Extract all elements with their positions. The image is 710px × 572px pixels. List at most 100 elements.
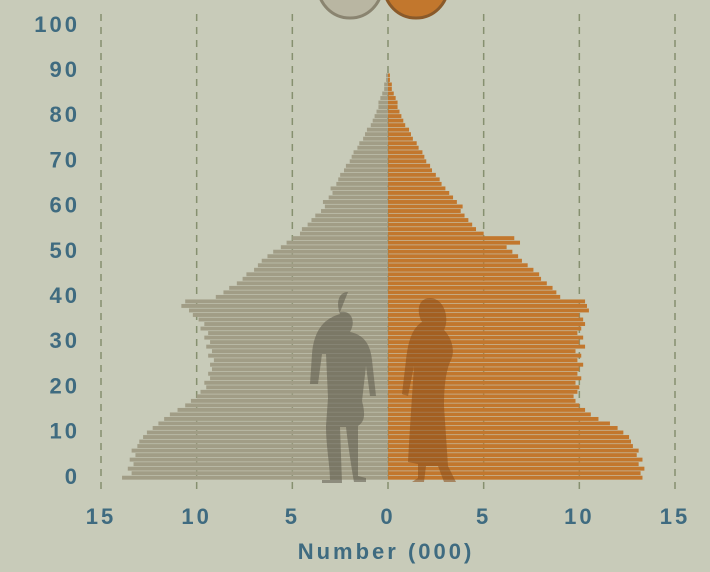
male-bar [134,462,388,466]
y-tick-label: 80 [50,102,80,127]
male-bar [243,277,388,281]
male-bar [321,209,388,213]
female-bar [388,286,553,290]
male-bar [384,87,388,91]
male-bar [367,128,388,132]
male-bar [380,96,388,100]
female-bar [388,223,472,227]
female-bar [388,467,644,471]
female-bar [388,313,579,317]
male-bar [128,467,388,471]
female-bar [388,227,476,231]
male-bar [340,173,388,177]
male-bar [365,132,388,136]
female-bar [388,186,445,190]
male-bar [311,218,388,222]
male-bar [262,259,388,263]
y-tick-label: 60 [50,193,80,218]
female-bar [388,476,642,480]
y-tick-label: 0 [65,464,80,489]
male-bar [386,78,388,82]
female-bar [388,173,436,177]
male-bar [189,309,388,313]
female-bar [388,128,409,132]
female-bar [388,119,403,123]
female-bar [388,200,457,204]
female-bar [388,123,405,127]
y-tick-label: 40 [50,283,80,308]
y-tick-label: 90 [50,57,80,82]
male-bar [181,304,388,308]
female-bar [388,281,547,285]
female-bar [388,236,514,240]
male-bar [130,458,388,462]
male-bar [386,73,388,77]
female-bar [388,110,399,114]
male-bar [344,168,388,172]
female-bar [388,155,424,159]
female-bar [388,254,518,258]
male-bar [329,196,388,200]
female-bar [388,471,641,475]
x-tick-label: 10 [564,504,594,529]
y-tick-label: 10 [50,419,80,444]
male-bar [281,245,388,249]
female-bar [388,245,507,249]
male-bar [315,214,388,218]
y-tick-label: 50 [50,238,80,263]
female-bar [388,73,390,77]
female-bar [388,209,461,213]
male-bar [325,205,388,209]
male-bar [371,123,388,127]
female-bar [388,268,533,272]
male-bar [273,250,388,254]
male-bar [354,150,388,154]
y-tick-label: 30 [50,328,80,353]
male-bar [208,331,388,335]
male-bar [375,114,388,118]
female-bar [388,159,426,163]
male-bar [122,476,388,480]
male-bar [352,155,388,159]
male-bar [229,286,388,290]
male-bar [384,83,388,87]
female-bar [388,168,432,172]
female-bar [388,150,422,154]
male-bar [267,254,388,258]
y-tick-label: 70 [50,147,80,172]
x-tick-label: 0 [380,504,395,529]
female-bar [388,141,417,145]
female-bar [388,101,398,105]
male-bar [350,159,388,163]
female-bar [388,205,463,209]
x-tick-label: 15 [660,504,690,529]
female-bar [388,137,413,141]
page: Number (000) 151050510150102030405060708… [0,0,710,572]
female-bar [388,96,396,100]
female-bar [388,164,430,168]
male-bar [287,241,388,245]
female-bar [388,191,449,195]
male-bar [258,263,388,267]
female-bar [388,295,560,299]
male-bar [223,290,388,294]
female-bar [388,78,390,82]
x-tick-label: 5 [285,504,300,529]
female-bar [388,87,392,91]
male-bar [338,177,388,181]
male-bar [373,119,388,123]
male-bar [363,137,388,141]
male-bar [333,191,388,195]
male-bar [237,281,388,285]
female-bar [388,146,419,150]
female-bar [388,132,411,136]
female-bar [388,196,453,200]
female-bar [388,263,528,267]
female-bar [388,259,522,263]
female-bar [388,322,585,326]
male-bar [185,299,388,303]
male-bar [359,141,388,145]
male-bar [246,272,388,276]
female-bar [388,250,512,254]
male-bar [378,101,388,105]
